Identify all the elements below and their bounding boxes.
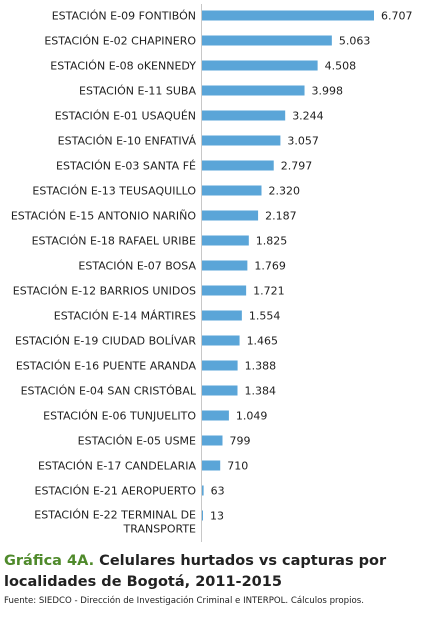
chart-title-text: Celulares hurtados vs capturas por local… [4,553,387,590]
category-label-line: ESTACIÓN E-22 TERMINAL DE [34,509,196,522]
category-label-5: ESTACIÓN E-01 USAQUÉN [55,110,196,123]
category-label-line: ESTACIÓN E-15 ANTONIO NARIÑO [11,210,196,223]
bar-4 [202,85,305,96]
chart-caption: Gráfica 4A. Celulares hurtados vs captur… [4,551,430,606]
value-label-17: 1.049 [236,410,267,423]
chart-title: Gráfica 4A. Celulares hurtados vs captur… [4,551,430,593]
value-label-6: 3.057 [287,135,319,148]
value-label-15: 1.388 [245,360,276,373]
category-label-14: ESTACIÓN E-19 CIUDAD BOLÍVAR [15,335,196,348]
bar-17 [202,410,229,421]
value-label-14: 1.465 [247,335,279,348]
category-label-line: ESTACIÓN E-04 SAN CRISTÓBAL [21,385,197,398]
chart-source: Fuente: SIEDCO - Dirección de Investigac… [4,596,364,606]
category-label-15: ESTACIÓN E-16 PUENTE ARANDA [16,360,197,373]
category-label-2: ESTACIÓN E-02 CHAPINERO [44,35,196,48]
bar-16 [202,385,238,396]
category-label-line: ESTACIÓN E-07 BOSA [78,260,196,273]
category-label-line: ESTACIÓN E-09 FONTIBÓN [52,10,196,23]
value-label-7: 2.797 [281,160,313,173]
category-label-line: ESTACIÓN E-17 CANDELARIA [38,460,196,473]
category-label-line: ESTACIÓN E-01 USAQUÉN [55,110,196,123]
category-label-12: ESTACIÓN E-12 BARRIOS UNIDOS [13,285,196,298]
bar-15 [202,360,238,371]
category-label-line: ESTACIÓN E-02 CHAPINERO [44,35,196,48]
category-label-6: ESTACIÓN E-10 ENFATIVÁ [58,135,197,148]
value-label-11: 1.769 [254,260,285,273]
value-label-10: 1.825 [256,235,288,248]
value-label-5: 3.244 [292,110,324,123]
bar-9 [202,210,259,221]
bar-1 [202,10,374,21]
category-label-line: TRANSPORTE [123,523,197,536]
category-label-11: ESTACIÓN E-07 BOSA [78,260,196,273]
chart-title-prefix: Gráfica 4A. [4,553,95,569]
value-label-19: 710 [227,460,248,473]
value-label-4: 3.998 [312,85,344,98]
bar-10 [202,235,249,246]
bar-8 [202,185,262,196]
category-label-13: ESTACIÓN E-14 MÁRTIRES [54,310,196,323]
bar-7 [202,160,274,171]
category-label-line: ESTACIÓN E-21 AEROPUERTO [35,485,197,498]
category-label-20: ESTACIÓN E-21 AEROPUERTO [35,485,197,498]
category-label-line: ESTACIÓN E-13 TEUSAQUILLO [32,185,196,198]
bar-5 [202,110,286,121]
category-label-line: ESTACIÓN E-16 PUENTE ARANDA [16,360,197,373]
bar-12 [202,285,247,296]
value-label-8: 2.320 [268,185,300,198]
value-label-13: 1.554 [249,310,281,323]
category-label-line: ESTACIÓN E-05 USME [78,435,196,448]
category-label-9: ESTACIÓN E-15 ANTONIO NARIÑO [11,210,196,223]
bars-group: 6.707 ESTACIÓN E-09 FONTIBÓN 5.063 ESTACIÓN… [11,10,413,536]
value-label-16: 1.384 [244,385,276,398]
category-label-3: ESTACIÓN E-08 oKENNEDY [50,60,196,73]
value-label-2: 5.063 [339,35,371,48]
bar-20 [202,485,204,496]
category-label-line: ESTACIÓN E-14 MÁRTIRES [54,310,196,323]
bar-21 [202,510,203,521]
category-label-19: ESTACIÓN E-17 CANDELARIA [38,460,196,473]
category-label-16: ESTACIÓN E-04 SAN CRISTÓBAL [21,385,197,398]
value-label-20: 63 [211,485,225,498]
category-label-line: ESTACIÓN E-03 SANTA FÉ [56,160,196,173]
category-label-line: ESTACIÓN E-10 ENFATIVÁ [58,135,197,148]
category-label-line: ESTACIÓN E-12 BARRIOS UNIDOS [13,285,196,298]
category-label-4: ESTACIÓN E-11 SUBA [79,85,196,98]
value-label-9: 2.187 [265,210,297,223]
category-label-21: ESTACIÓN E-22 TERMINAL DE TRANSPORTE [34,509,196,536]
value-label-12: 1.721 [253,285,284,298]
bar-14 [202,335,240,346]
bar-11 [202,260,248,271]
value-label-3: 4.508 [325,60,357,73]
category-label-7: ESTACIÓN E-03 SANTA FÉ [56,160,196,173]
category-label-1: ESTACIÓN E-09 FONTIBÓN [52,10,196,23]
category-label-line: ESTACIÓN E-18 RAFAEL URIBE [32,235,196,248]
bar-6 [202,135,281,146]
category-label-18: ESTACIÓN E-05 USME [78,435,196,448]
bar-2 [202,35,332,46]
bar-3 [202,60,318,71]
category-label-line: ESTACIÓN E-11 SUBA [79,85,196,98]
value-label-1: 6.707 [381,10,413,23]
value-label-18: 799 [229,435,250,448]
category-label-line: ESTACIÓN E-06 TUNJUELITO [43,410,196,423]
bar-13 [202,310,242,321]
category-label-10: ESTACIÓN E-18 RAFAEL URIBE [32,235,196,248]
value-label-21: 13 [210,510,224,523]
category-label-line: ESTACIÓN E-19 CIUDAD BOLÍVAR [15,335,196,348]
bar-19 [202,460,221,471]
bar-18 [202,435,223,446]
category-label-17: ESTACIÓN E-06 TUNJUELITO [43,410,196,423]
category-label-8: ESTACIÓN E-13 TEUSAQUILLO [32,185,196,198]
bar-chart: 6.707 ESTACIÓN E-09 FONTIBÓN 5.063 ESTACIÓN… [11,4,413,542]
category-label-line: ESTACIÓN E-08 oKENNEDY [50,60,196,73]
